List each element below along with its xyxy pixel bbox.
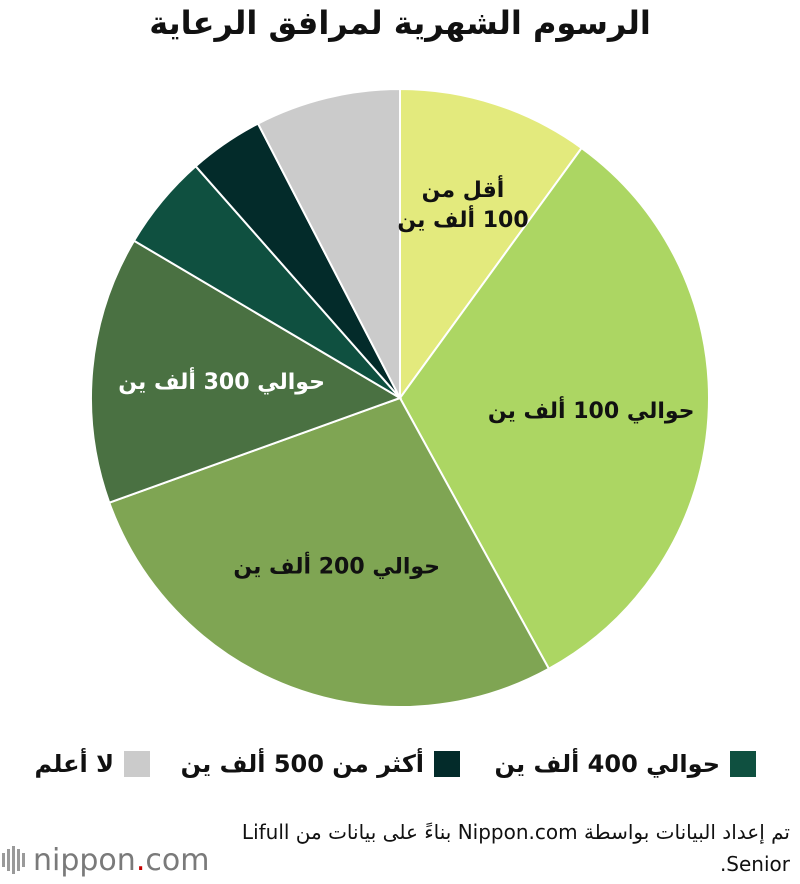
slice-label: حوالي 100 ألف ين [488, 395, 695, 424]
pie-slice [107, 396, 551, 708]
legend-swatch [730, 751, 756, 777]
legend-item-400k: حوالي 400 ألف ين [495, 748, 756, 780]
chart-title: الرسوم الشهرية لمرافق الرعاية [149, 4, 651, 42]
legend-label: أكثر من 500 ألف ين [180, 750, 424, 778]
slice-label: حوالي 300 ألف ين [118, 366, 325, 395]
pie-slice [398, 146, 710, 671]
legend-swatch [124, 751, 150, 777]
slice-label: حوالي 200 ألف ين [233, 551, 440, 580]
source-note: تم إعداد البيانات بواسطة Nippon.com بناء… [241, 820, 790, 876]
pie-slice [256, 87, 401, 399]
legend-swatch [434, 751, 460, 777]
logo-text: nippon.com [33, 842, 210, 878]
slice-label: 100 ألف ين [397, 204, 528, 233]
legend-item-500k-plus: أكثر من 500 ألف ين [181, 748, 460, 780]
legend-item-unknown: لا أعلم [35, 748, 150, 780]
slice-label: أقل من [422, 174, 505, 203]
logo-bars-icon [2, 846, 27, 874]
legend-label: حوالي 400 ألف ين [494, 750, 720, 778]
legend-label: لا أعلم [34, 750, 114, 778]
nippon-logo[interactable]: nippon.com [2, 842, 209, 878]
pie-slice [90, 239, 403, 504]
pie-slice [399, 87, 584, 402]
